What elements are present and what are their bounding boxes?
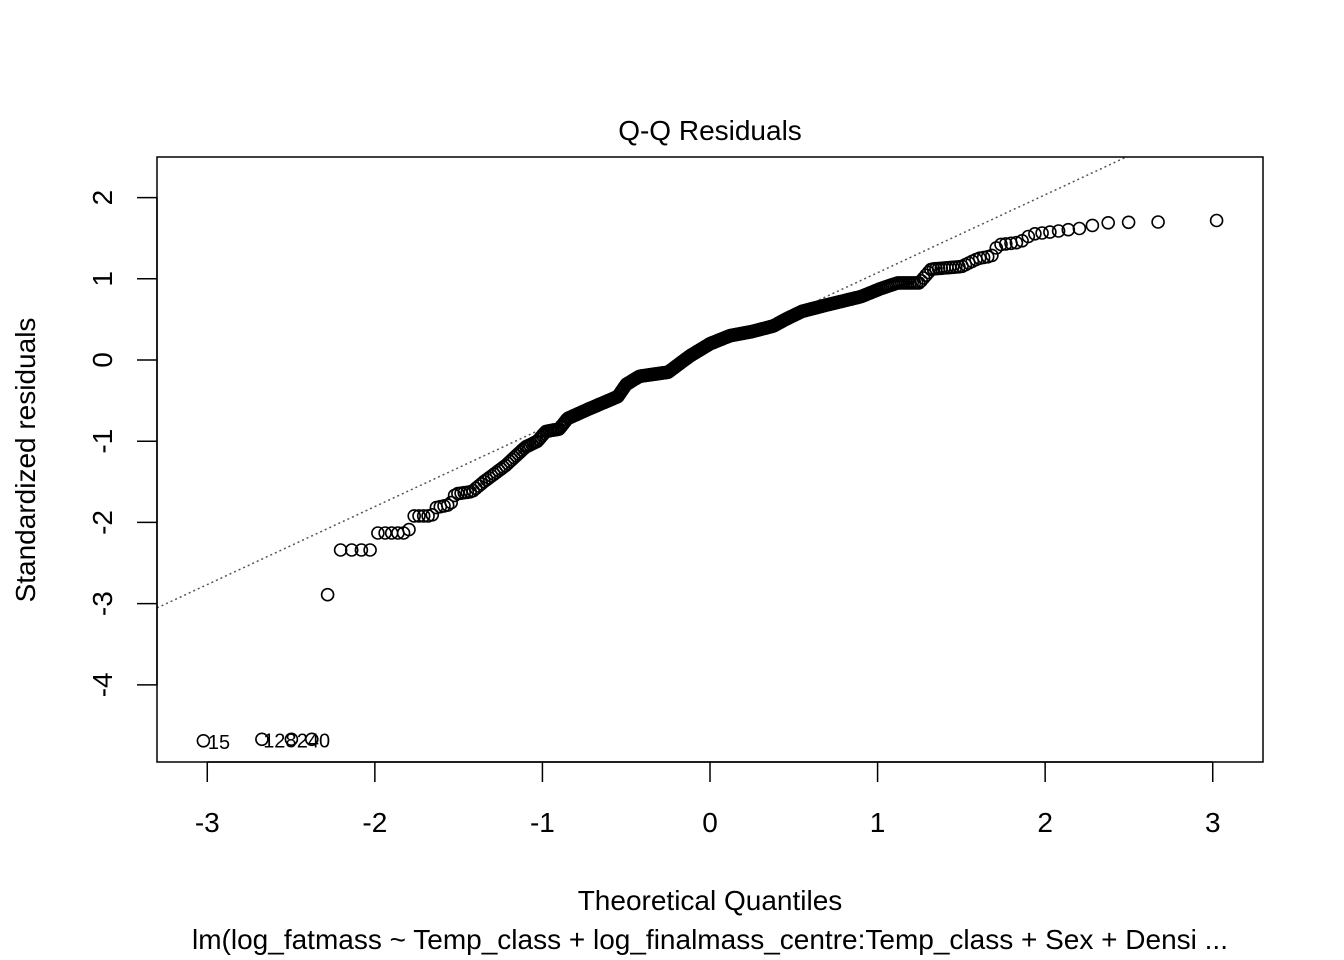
x-tick-label: 1 bbox=[870, 807, 886, 838]
residual-point bbox=[1209, 213, 1224, 228]
y-tick-label: 0 bbox=[87, 352, 118, 368]
x-tick-label: 0 bbox=[702, 807, 718, 838]
residual-point bbox=[320, 587, 335, 602]
residual-point bbox=[363, 543, 377, 557]
residual-point bbox=[1051, 224, 1066, 238]
residual-point bbox=[444, 495, 459, 510]
x-tick-label: 2 bbox=[1037, 807, 1053, 838]
residual-point bbox=[1101, 216, 1115, 230]
residual-point bbox=[425, 507, 440, 522]
residual-point bbox=[1121, 215, 1136, 230]
residual-point bbox=[998, 237, 1013, 251]
residual-point bbox=[284, 732, 299, 747]
residual-point bbox=[333, 543, 348, 557]
residual-point bbox=[407, 509, 422, 523]
y-tick-label: -4 bbox=[87, 672, 118, 697]
residual-point bbox=[371, 526, 385, 540]
x-axis-title: Theoretical Quantiles bbox=[578, 885, 843, 916]
points-layer bbox=[196, 213, 1224, 748]
x-tick-label: -3 bbox=[195, 807, 220, 838]
residual-point bbox=[1028, 227, 1042, 241]
x-axis: -3 -2 -1 0 1 2 3 bbox=[195, 761, 1221, 838]
residual-point bbox=[1151, 215, 1165, 229]
y-tick-label: -1 bbox=[87, 429, 118, 454]
model-formula-subtitle: lm(log_fatmass ~ Temp_class + log_finalm… bbox=[192, 924, 1228, 955]
residual-point bbox=[304, 732, 319, 747]
outlier-label: 15 bbox=[208, 732, 230, 754]
residual-point bbox=[491, 463, 506, 478]
residual-point bbox=[1035, 226, 1049, 240]
residual-point bbox=[985, 248, 999, 263]
residual-point bbox=[440, 498, 455, 512]
residual-point bbox=[412, 509, 426, 523]
residual-point bbox=[912, 276, 926, 290]
y-axis-title: Standardized residuals bbox=[10, 318, 41, 603]
plot-frame bbox=[156, 156, 1264, 763]
qq-reference-line bbox=[157, 157, 1129, 609]
y-tick-label: -3 bbox=[87, 591, 118, 616]
residual-point bbox=[354, 543, 369, 557]
residual-point bbox=[196, 733, 211, 748]
y-tick-label: 2 bbox=[87, 190, 118, 206]
residual-point bbox=[416, 509, 431, 523]
residual-point bbox=[1085, 218, 1100, 233]
residual-point bbox=[344, 543, 359, 557]
y-tick-label: 1 bbox=[87, 271, 118, 287]
residual-point bbox=[402, 522, 416, 537]
outlier-label: 128 bbox=[263, 730, 296, 752]
point-labels-layer: 15 128 240 bbox=[208, 730, 330, 754]
reference-line-layer bbox=[157, 157, 1129, 609]
residual-point bbox=[1021, 229, 1036, 244]
y-axis: -4 -3 -2 -1 0 1 2 bbox=[87, 190, 158, 697]
x-tick-label: 3 bbox=[1205, 807, 1221, 838]
residual-point bbox=[255, 732, 269, 747]
y-tick-label: -2 bbox=[87, 510, 118, 535]
x-tick-label: -1 bbox=[530, 807, 555, 838]
residual-point bbox=[1072, 221, 1087, 236]
plot-title: Q-Q Residuals bbox=[618, 115, 802, 146]
residual-point bbox=[1043, 225, 1057, 239]
residual-point bbox=[1009, 235, 1024, 250]
x-tick-label: -2 bbox=[362, 807, 387, 838]
residual-point bbox=[994, 237, 1008, 252]
outlier-label: 240 bbox=[297, 730, 330, 752]
